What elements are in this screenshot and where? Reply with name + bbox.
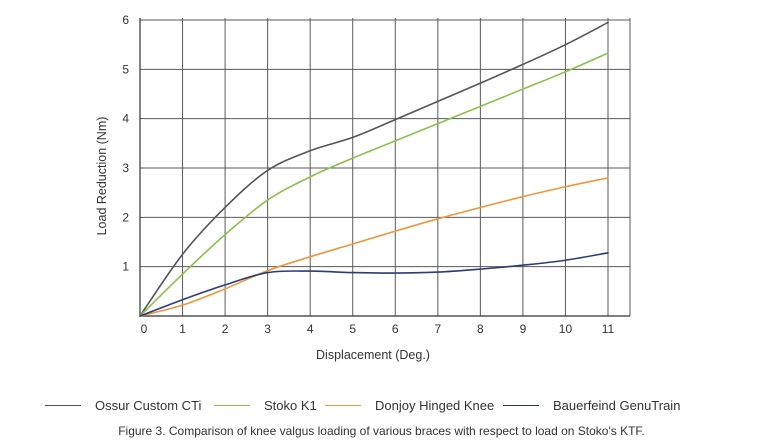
- x-tick-label: 7: [434, 322, 441, 336]
- x-tick-label: 0: [141, 322, 148, 336]
- series-line-donjoy-hinged-knee: [139, 177, 609, 317]
- y-tick-label: 5: [122, 62, 129, 76]
- legend-item-stoko: Stoko K1: [214, 398, 317, 413]
- x-tick-label: 6: [392, 322, 399, 336]
- legend-item-bauerfeind: Bauerfeind GenuTrain: [503, 398, 680, 413]
- legend-swatch-donjoy: [325, 405, 361, 406]
- series-line-ossur-custom-cti: [139, 21, 609, 317]
- legend-label-ossur: Ossur Custom CTi: [95, 398, 202, 413]
- y-axis-label: Load Reduction (Nm): [95, 117, 109, 236]
- series-line-bauerfeind-genutrain: [139, 252, 609, 317]
- y-tick-label: 6: [122, 13, 129, 27]
- legend: Ossur Custom CTi Stoko K1 Donjoy Hinged …: [0, 398, 763, 420]
- legend-item-donjoy: Donjoy Hinged Knee: [325, 398, 494, 413]
- x-tick-label: 3: [264, 322, 271, 336]
- x-tick-label: 8: [477, 322, 484, 336]
- legend-swatch-stoko: [214, 405, 250, 406]
- x-tick-label: 11: [602, 322, 615, 336]
- x-tick-label: 9: [520, 322, 527, 336]
- x-tick-label: 5: [349, 322, 356, 336]
- x-axis-label: Displacement (Deg.): [316, 348, 430, 362]
- legend-label-bauerfeind: Bauerfeind GenuTrain: [553, 398, 681, 413]
- legend-label-stoko: Stoko K1: [264, 398, 317, 413]
- y-tick-label: 2: [122, 210, 129, 224]
- y-tick-label: 3: [122, 161, 129, 175]
- legend-swatch-ossur: [45, 405, 81, 406]
- legend-label-donjoy: Donjoy Hinged Knee: [375, 398, 495, 413]
- x-tick-label: 1: [179, 322, 186, 336]
- x-tick-label: 10: [559, 322, 573, 336]
- grid: [140, 18, 631, 316]
- x-tick-label: 2: [222, 322, 229, 336]
- y-tick-label: 1: [122, 260, 129, 274]
- axes: [139, 18, 630, 317]
- legend-swatch-bauerfeind: [503, 405, 539, 406]
- figure-caption: Figure 3. Comparison of knee valgus load…: [118, 424, 645, 438]
- series-lines: [139, 21, 609, 317]
- y-tick-label: 4: [122, 112, 129, 126]
- x-tick-label: 4: [307, 322, 314, 336]
- series-line-stoko-k1: [139, 52, 609, 317]
- legend-item-ossur: Ossur Custom CTi: [45, 398, 201, 413]
